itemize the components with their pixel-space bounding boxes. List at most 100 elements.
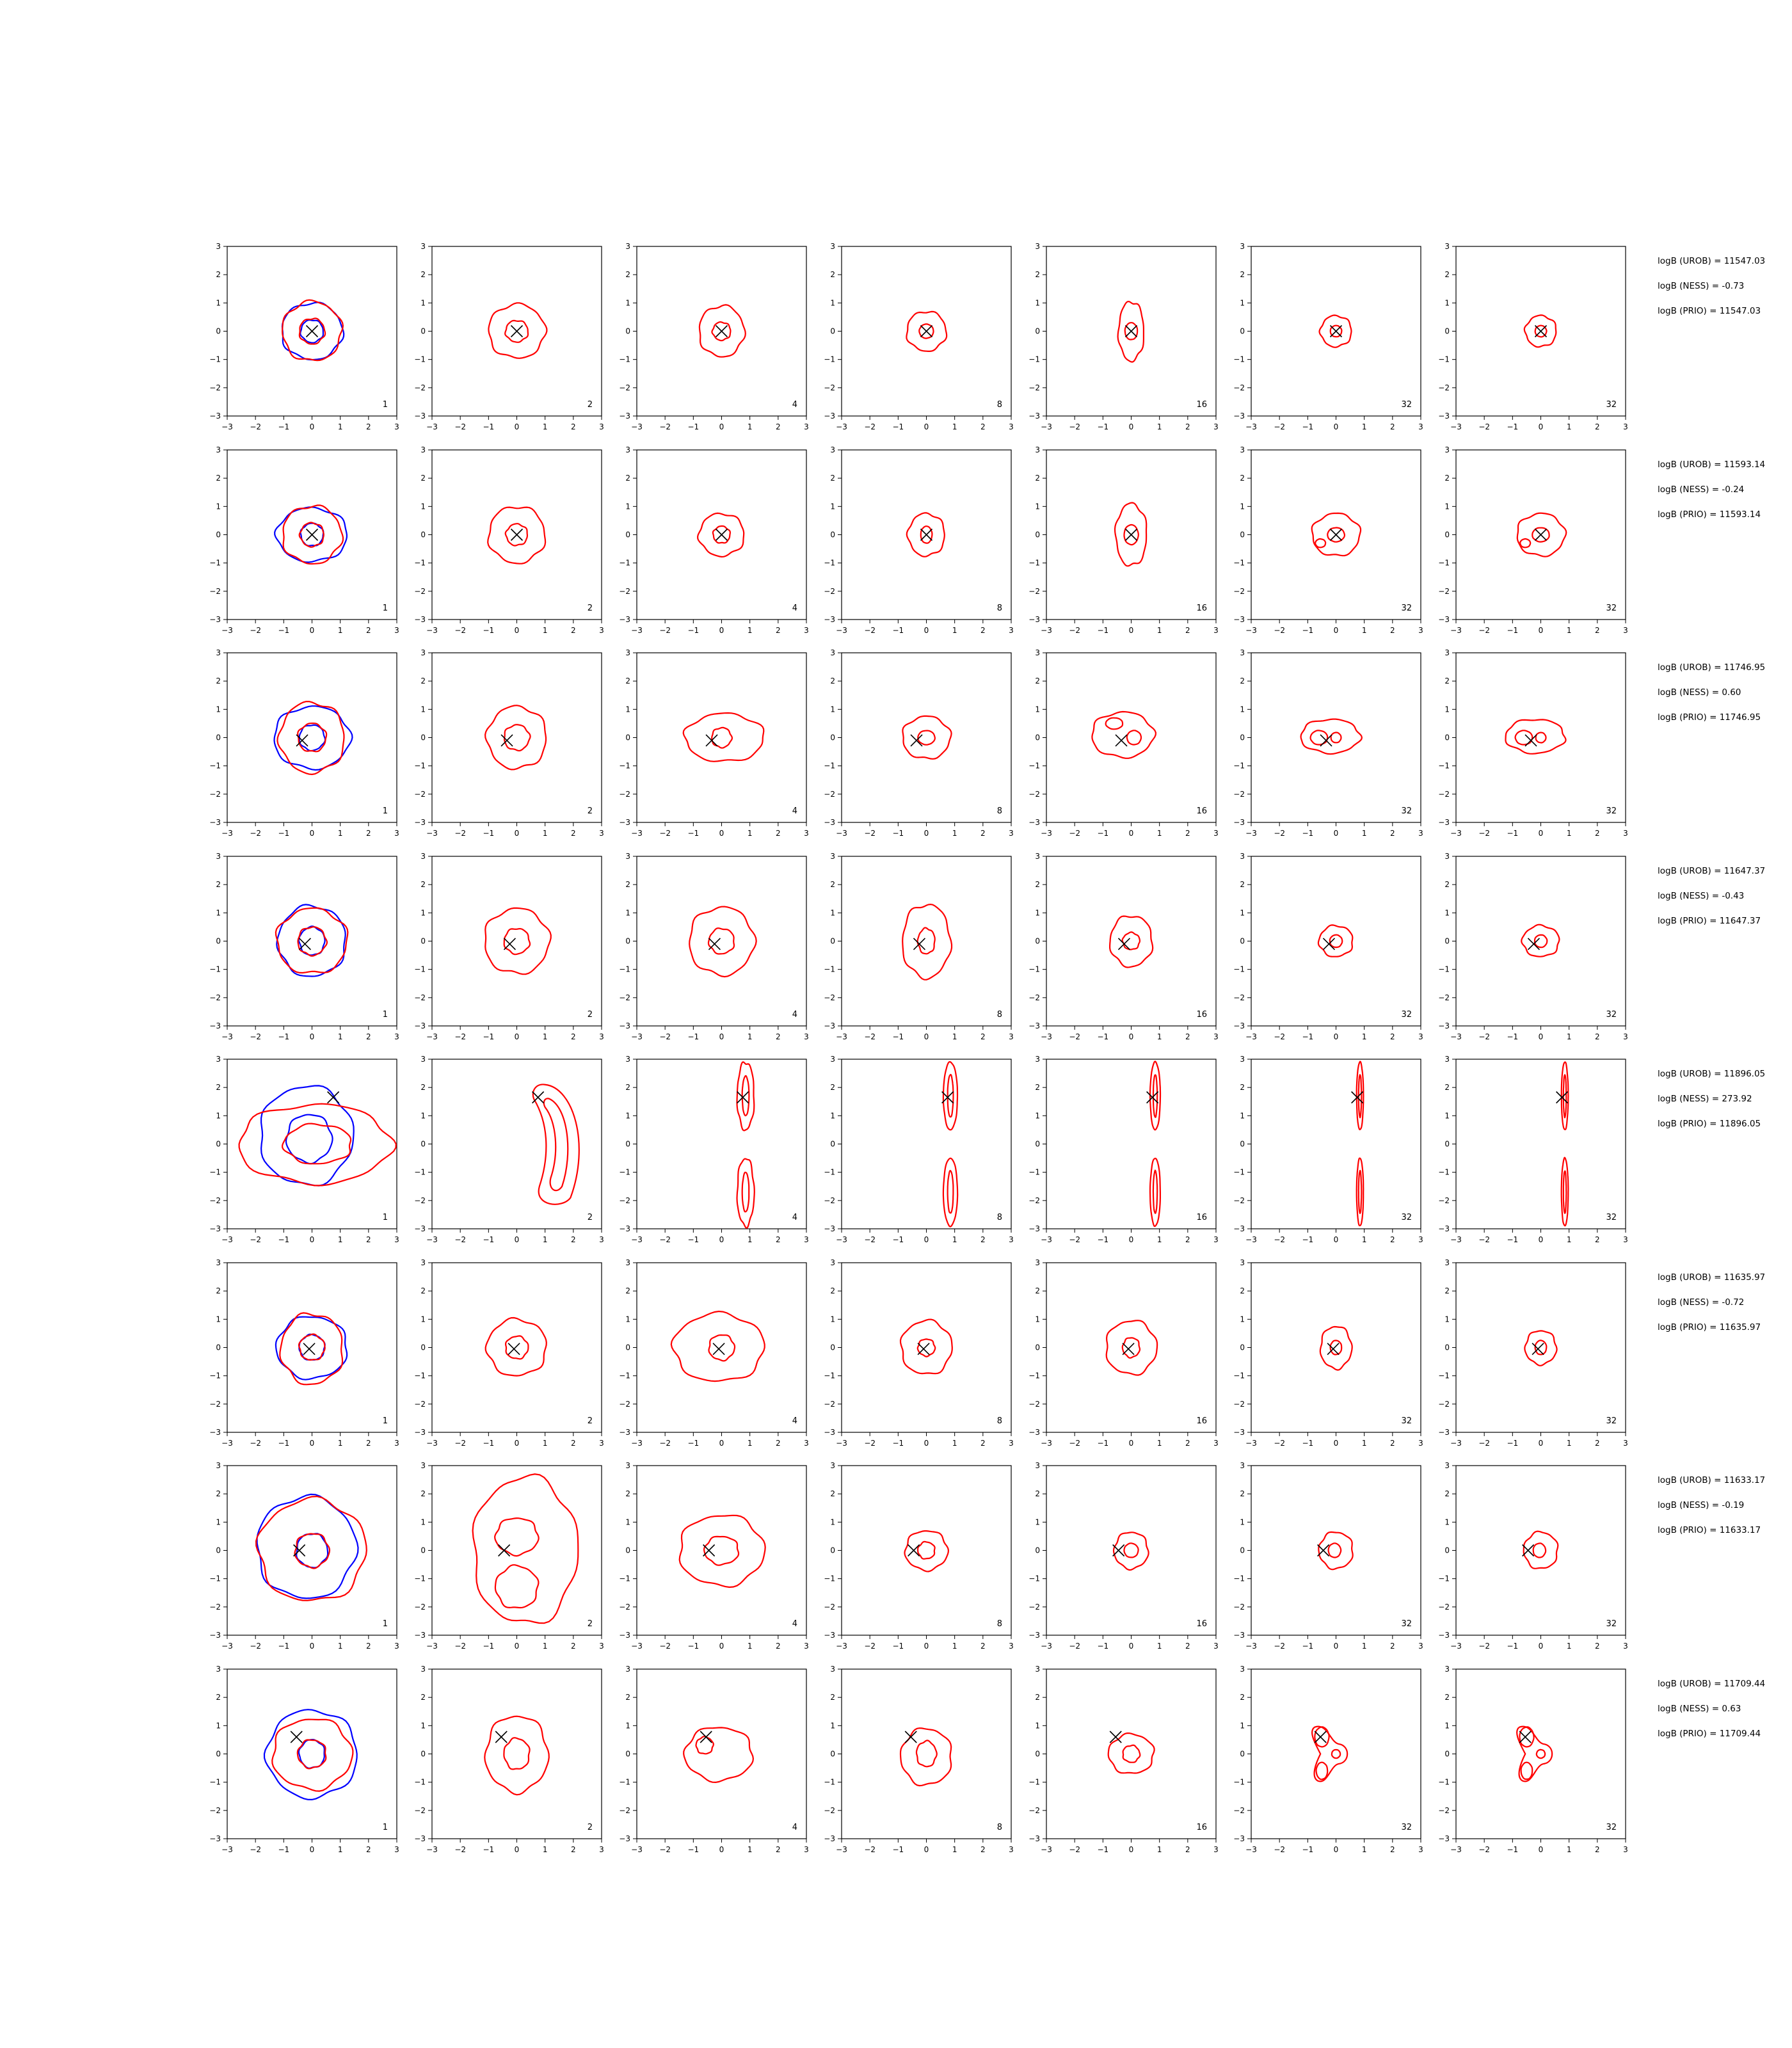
marker-x xyxy=(1146,1091,1159,1104)
x-tick-label: 2 xyxy=(366,626,371,635)
red-contour xyxy=(1523,1530,1559,1569)
axes-frame xyxy=(1251,1059,1421,1229)
panel-label: 2 xyxy=(588,400,593,410)
y-tick-label: 0 xyxy=(1444,1546,1450,1555)
y-tick-label: 1 xyxy=(830,908,835,917)
y-tick-label: −2 xyxy=(824,790,835,799)
y-tick-label: −3 xyxy=(619,1224,630,1233)
red-contour xyxy=(917,1540,936,1560)
x-tick-label: −3 xyxy=(1245,1439,1257,1448)
y-tick-label: 1 xyxy=(830,1111,835,1120)
y-tick-label: 2 xyxy=(1035,880,1040,889)
x-tick-label: 3 xyxy=(1213,626,1219,635)
y-tick-label: 3 xyxy=(420,648,426,657)
y-tick-label: 1 xyxy=(216,908,221,917)
panel-r1-c5: −3−3 −2 −2 −1 −1 0 0 1 1 2 2 3 3 16 xyxy=(1028,242,1219,431)
y-tick-label: 2 xyxy=(625,1489,630,1498)
red-contour xyxy=(543,1098,569,1192)
x-tick-label: −1 xyxy=(1507,1235,1518,1244)
x-tick-label: −3 xyxy=(631,829,643,838)
red-contour xyxy=(1123,1542,1139,1558)
y-tick-label: −1 xyxy=(209,1168,221,1177)
x-tick-label: 2 xyxy=(1390,422,1395,431)
axes-frame xyxy=(636,652,807,823)
red-contour xyxy=(1109,915,1154,968)
y-tick-label: −2 xyxy=(824,1806,835,1815)
y-tick-label: 2 xyxy=(1240,1693,1245,1702)
x-tick-label: −3 xyxy=(1245,1642,1257,1651)
x-tick-label: −2 xyxy=(659,1032,671,1041)
red-contour xyxy=(1356,1060,1364,1131)
y-tick-label: −2 xyxy=(619,587,630,596)
y-tick-label: −1 xyxy=(209,559,221,568)
y-tick-label: 0 xyxy=(1444,733,1450,742)
x-tick-label: 0 xyxy=(515,1439,520,1448)
red-contour xyxy=(1562,1170,1567,1214)
y-tick-label: −2 xyxy=(1233,790,1245,799)
y-tick-label: −3 xyxy=(619,412,630,420)
x-tick-label: 2 xyxy=(776,1845,781,1854)
y-tick-label: 0 xyxy=(216,1343,221,1352)
y-tick-label: −2 xyxy=(414,1400,426,1409)
y-tick-label: −2 xyxy=(209,383,221,392)
x-tick-label: −3 xyxy=(836,829,847,838)
marker-x xyxy=(1320,734,1332,747)
x-tick-label: 0 xyxy=(1334,1032,1339,1041)
red-contour xyxy=(708,1334,736,1362)
y-tick-label: −3 xyxy=(414,615,426,624)
panel-r4-c6: −3−3 −2 −2 −1 −1 0 0 1 1 2 2 3 3 32 xyxy=(1233,852,1423,1041)
x-tick-label: 2 xyxy=(1595,1439,1600,1448)
y-tick-label: 2 xyxy=(216,880,221,889)
red-contour xyxy=(942,1157,959,1228)
x-tick-label: 2 xyxy=(571,1439,576,1448)
red-contour xyxy=(297,723,328,753)
y-tick-label: 3 xyxy=(1240,852,1245,861)
y-tick-label: 0 xyxy=(420,531,426,540)
y-tick-label: −3 xyxy=(619,1631,630,1640)
red-contour xyxy=(902,715,952,760)
x-tick-label: −3 xyxy=(1450,1032,1462,1041)
panel-r8-c2: −3−3 −2 −2 −1 −1 0 0 1 1 2 2 3 3 2 xyxy=(414,1665,604,1854)
y-tick-label: −3 xyxy=(414,1428,426,1437)
panel-r3-c2: −3−3 −2 −2 −1 −1 0 0 1 1 2 2 3 3 2 xyxy=(414,648,604,838)
red-contour xyxy=(487,506,547,564)
x-tick-label: 3 xyxy=(599,1845,604,1854)
blue-contour xyxy=(275,1316,348,1380)
x-tick-label: −3 xyxy=(426,1642,438,1651)
marker-x xyxy=(1327,1343,1340,1356)
x-tick-label: −3 xyxy=(221,422,233,431)
y-tick-label: −1 xyxy=(414,965,426,974)
y-tick-label: 3 xyxy=(420,242,426,251)
y-tick-label: 2 xyxy=(420,1286,426,1295)
x-tick-label: 0 xyxy=(1539,422,1544,431)
y-tick-label: 1 xyxy=(1444,1721,1450,1730)
marker-x xyxy=(708,938,721,950)
x-tick-label: 2 xyxy=(776,626,781,635)
red-contour xyxy=(271,1718,354,1792)
x-tick-label: −1 xyxy=(278,1235,289,1244)
y-tick-label: −1 xyxy=(1028,559,1040,568)
red-contour xyxy=(947,1073,954,1118)
x-tick-label: 0 xyxy=(1129,1642,1134,1651)
x-tick-label: 2 xyxy=(980,1642,986,1651)
stat-line: logB (NESS) = -0.19 xyxy=(1658,1500,1745,1510)
x-tick-label: −3 xyxy=(836,1642,847,1651)
marker-x xyxy=(510,528,524,541)
y-tick-label: −2 xyxy=(1028,587,1040,596)
red-contour xyxy=(298,522,324,548)
y-tick-label: −3 xyxy=(209,615,221,624)
y-tick-label: 2 xyxy=(830,474,835,483)
panel-label: 32 xyxy=(1606,1619,1617,1629)
x-tick-label: 0 xyxy=(310,626,315,635)
panel-r5-c2: −3−3 −2 −2 −1 −1 0 0 1 1 2 2 3 3 2 xyxy=(414,1055,604,1244)
marker-x xyxy=(503,938,516,950)
marker-x xyxy=(510,324,524,338)
panel-r8-c7: −3−3 −2 −2 −1 −1 0 0 1 1 2 2 3 3 32 xyxy=(1438,1665,1628,1854)
marker-x xyxy=(1124,324,1138,338)
y-tick-label: 2 xyxy=(420,1489,426,1498)
x-tick-label: 1 xyxy=(748,1032,753,1041)
y-tick-label: 2 xyxy=(420,880,426,889)
x-tick-label: −2 xyxy=(864,1845,876,1854)
red-contour xyxy=(484,1316,547,1377)
x-tick-label: 3 xyxy=(1213,829,1219,838)
